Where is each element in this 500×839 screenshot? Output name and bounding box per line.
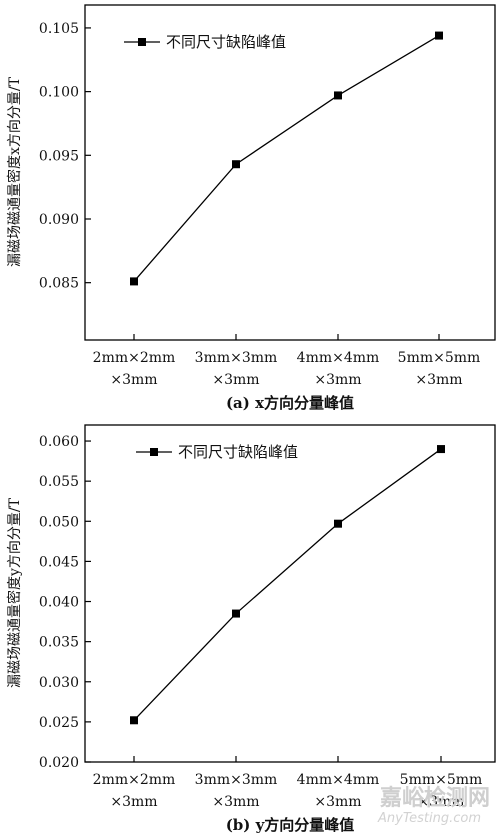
chart-a-y-tick-label: 0.085 [39, 276, 79, 292]
chart-b-caption: (b) y方向分量峰值 [226, 816, 355, 834]
chart-a-legend: 不同尺寸缺陷峰值 [124, 33, 286, 51]
chart-b-data-point [232, 609, 240, 618]
chart-a-frame [84, 4, 496, 341]
chart-a-plot-area [130, 31, 443, 286]
chart-b-y-tick-label: 0.050 [39, 514, 79, 530]
chart-a-y-tick-label: 0.090 [39, 212, 79, 228]
chart-b-x-tick-label-line2: ×3mm [212, 794, 259, 810]
chart-b-legend-label: 不同尺寸缺陷峰值 [178, 443, 298, 461]
chart-a-y-axis: 0.085 0.090 0.095 0.100 0.105 [39, 21, 91, 292]
chart-b-y-tick-label: 0.035 [39, 635, 79, 651]
chart-b-x-tick-label-line2: ×3mm [314, 794, 361, 810]
chart-b-x-tick-label: 3mm×3mm [195, 772, 278, 788]
chart-a: 0.085 0.090 0.095 0.100 0.105 2mm×2mm ×3mm 3mm… [6, 4, 496, 412]
chart-b-series-line [133, 448, 442, 721]
watermark: 嘉峪检测网 AnyTesting.com [377, 785, 490, 826]
chart-b-y-tick-label: 0.040 [39, 595, 79, 611]
chart-a-x-tick-label: 2mm×2mm [93, 350, 176, 366]
chart-b-y-tick-label: 0.030 [39, 675, 79, 691]
chart-a-x-tick-label-line2: ×3mm [314, 372, 361, 388]
chart-b-plot-area [130, 445, 445, 725]
chart-b-y-tick-label: 0.060 [39, 434, 79, 450]
chart-a-x-axis: 2mm×2mm ×3mm 3mm×3mm ×3mm 4mm×4mm ×3mm 5mm×5mm… [93, 334, 481, 388]
chart-a-data-point [232, 160, 240, 169]
chart-a-legend-label: 不同尺寸缺陷峰值 [166, 33, 286, 51]
chart-b-data-point [437, 445, 445, 454]
chart-b-data-point [334, 519, 342, 528]
chart-a-x-tick-label: 4mm×4mm [297, 350, 380, 366]
chart-b-y-tick-label: 0.045 [39, 554, 79, 570]
chart-a-data-point [435, 31, 443, 40]
chart-a-y-label: 漏磁场磁通量密度x方向分量/T [6, 76, 23, 267]
chart-a-caption: (a) x方向分量峰值 [226, 394, 354, 412]
chart-a-y-tick-label: 0.105 [39, 21, 79, 37]
chart-a-x-tick-label-line2: ×3mm [110, 372, 157, 388]
chart-b-data-point [130, 716, 138, 725]
chart-b-y-tick-label: 0.055 [39, 474, 79, 490]
watermark-main: 嘉峪检测网 [380, 785, 490, 811]
chart-b-legend: 不同尺寸缺陷峰值 [136, 443, 298, 461]
chart-b-x-axis: 2mm×2mm ×3mm 3mm×3mm ×3mm 4mm×4mm ×3mm 5mm×5mm… [93, 756, 483, 810]
chart-b-y-axis: 0.020 0.025 0.030 0.035 0.040 0.045 0.050 0.055… [39, 434, 91, 771]
chart-b-x-tick-label: 5mm×5mm [400, 772, 483, 788]
chart-b-y-tick-label: 0.025 [39, 715, 79, 731]
chart-b-x-tick-label-line2: ×3mm [417, 794, 464, 810]
watermark-sub: AnyTesting.com [377, 811, 481, 826]
chart-a-x-tick-label: 5mm×5mm [398, 350, 481, 366]
chart-a-x-tick-label-line2: ×3mm [212, 372, 259, 388]
chart-a-x-tick-label-line2: ×3mm [415, 372, 462, 388]
chart-b-y-tick-label: 0.020 [39, 755, 79, 771]
chart-a-data-point [130, 277, 138, 286]
chart-b-y-label: 漏磁场磁通量密度y方向分量/T [6, 497, 23, 688]
chart-a-series-line [133, 35, 440, 282]
chart-a-y-tick-label: 0.095 [39, 148, 79, 164]
chart-b: 0.020 0.025 0.030 0.035 0.040 0.045 0.050 0.055… [6, 424, 496, 834]
chart-b-legend-marker [150, 448, 158, 456]
chart-a-data-point [334, 91, 342, 100]
chart-b-frame [84, 424, 496, 763]
chart-b-x-tick-label-line2: ×3mm [110, 794, 157, 810]
chart-b-x-tick-label: 4mm×4mm [297, 772, 380, 788]
chart-b-x-tick-label: 2mm×2mm [93, 772, 176, 788]
chart-a-legend-marker [138, 38, 146, 46]
chart-a-x-tick-label: 3mm×3mm [195, 350, 278, 366]
chart-a-y-tick-label: 0.100 [39, 85, 79, 101]
